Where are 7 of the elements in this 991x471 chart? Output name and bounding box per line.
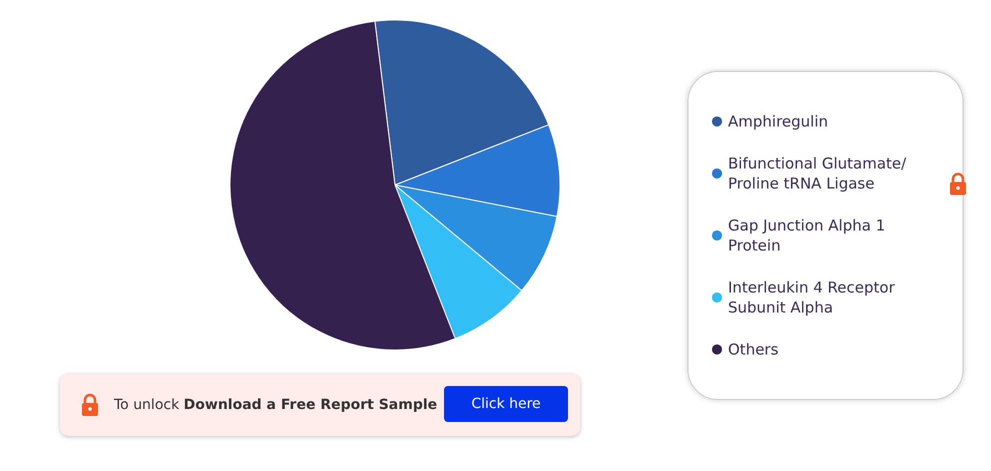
text: Click here (444, 386, 568, 422)
legend-label: Interleukin 4 Receptor Subunit Alpha (728, 278, 900, 316)
legend-label: Bifunctional Glutamate/Proline tRNA Ligase (728, 154, 908, 192)
legend-label: Others (728, 340, 779, 358)
legend-label: Gap Junction Alpha 1 Protein (728, 216, 890, 254)
text: To unlock Download a Free Report Sample (114, 397, 438, 413)
legend-label: Amphiregulin (728, 112, 828, 130)
